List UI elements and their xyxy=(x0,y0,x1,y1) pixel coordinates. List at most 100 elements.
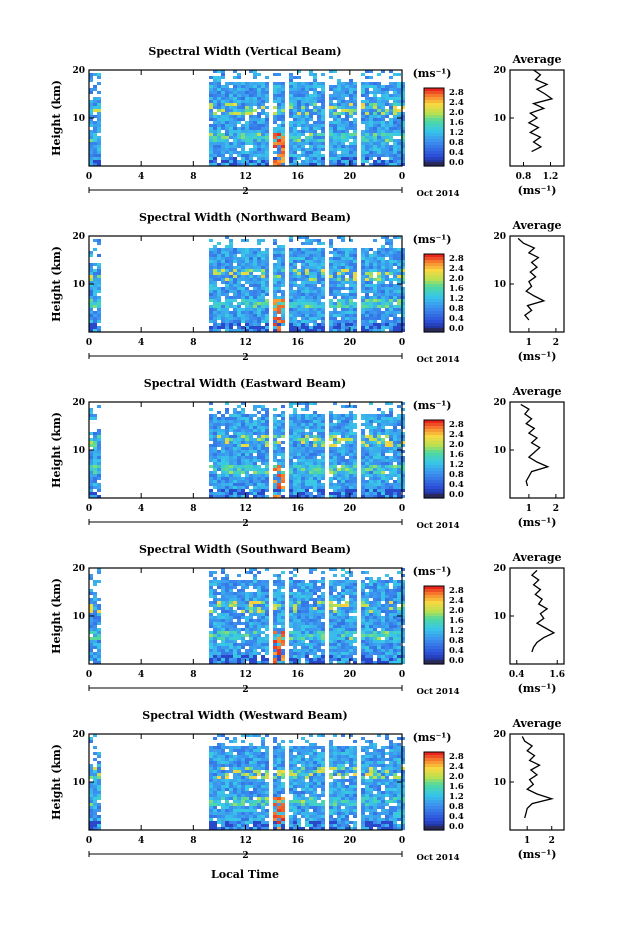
colorbar-tick-label: 2.8 xyxy=(449,254,464,264)
colorbar xyxy=(424,88,444,167)
date-label: Oct 2014 xyxy=(416,687,459,697)
average-title: Average xyxy=(511,717,561,730)
avg-x-tick-label: 2 xyxy=(553,338,559,348)
y-axis-label: Height (km) xyxy=(50,80,63,156)
x-tick-label: 0 xyxy=(399,172,405,182)
colorbar-tick-label: 1.2 xyxy=(449,460,464,470)
y-tick-label: 20 xyxy=(72,730,85,740)
colorbar-tick-label: 2.8 xyxy=(449,420,464,430)
colorbar-tick-label: 2.0 xyxy=(449,274,464,284)
panel-3: Spectral Width (Eastward Beam)Height (km… xyxy=(50,377,564,531)
heatmap-cells xyxy=(89,568,405,664)
heatmap-cells xyxy=(89,236,405,332)
x-tick-label: 0 xyxy=(399,836,405,846)
y-tick-label: 20 xyxy=(72,232,85,242)
average-title: Average xyxy=(511,385,561,398)
day-marker: 2 xyxy=(242,187,248,197)
average-frame xyxy=(510,734,564,830)
colorbar-unit: (ms⁻¹) xyxy=(413,731,452,744)
avg-x-label: (ms⁻¹) xyxy=(518,184,557,197)
x-tick-label: 8 xyxy=(190,172,196,182)
x-tick-label: 20 xyxy=(344,670,357,680)
colorbar-tick-label: 2.8 xyxy=(449,88,464,98)
avg-x-tick-label: 2 xyxy=(553,504,559,514)
average-profile-line xyxy=(529,70,552,152)
x-tick-label: 4 xyxy=(138,670,144,680)
date-label: Oct 2014 xyxy=(416,853,459,863)
x-tick-label: 0 xyxy=(86,670,92,680)
panel-5: Spectral Width (Westward Beam) Height (km… xyxy=(50,709,564,863)
y-axis-label: Height (km) xyxy=(50,744,63,820)
colorbar-tick-label: 2.4 xyxy=(449,596,464,606)
x-tick-label: 20 xyxy=(344,172,357,182)
x-tick-label: 12 xyxy=(239,670,252,680)
colorbar-tick-label: 2.0 xyxy=(449,108,464,118)
x-tick-label: 0 xyxy=(399,338,405,348)
x-tick-label: 0 xyxy=(86,504,92,514)
average-frame xyxy=(510,236,564,332)
avg-x-label: (ms⁻¹) xyxy=(518,682,557,695)
x-tick-label: 8 xyxy=(190,670,196,680)
avg-y-tick-label: 20 xyxy=(493,730,506,740)
panel-title: Spectral Width (Eastward Beam) xyxy=(144,377,346,390)
y-tick-label: 10 xyxy=(72,280,85,290)
x-tick-label: 8 xyxy=(190,836,196,846)
colorbar-tick-label: 0.0 xyxy=(449,490,464,500)
colorbar-tick-label: 0.4 xyxy=(449,480,464,490)
x-tick-label: 16 xyxy=(291,836,304,846)
colorbar-tick-label: 1.6 xyxy=(449,284,464,294)
day-marker: 2 xyxy=(242,519,248,529)
avg-x-label: (ms⁻¹) xyxy=(518,350,557,363)
y-axis-label: Height (km) xyxy=(50,246,63,322)
avg-x-tick-label: 2 xyxy=(549,836,555,846)
x-tick-label: 8 xyxy=(190,504,196,514)
panel-title: Spectral Width (Southward Beam) xyxy=(139,543,351,556)
day-marker: 2 xyxy=(242,685,248,695)
average-profile-line xyxy=(532,570,554,652)
x-tick-label: 20 xyxy=(344,338,357,348)
panel-title: Spectral Width (Northward Beam) xyxy=(139,211,351,224)
x-tick-label: 12 xyxy=(239,338,252,348)
x-tick-label: 4 xyxy=(138,338,144,348)
avg-x-tick-label: 0.4 xyxy=(509,670,525,680)
colorbar-tick-label: 0.4 xyxy=(449,812,464,822)
colorbar-unit: (ms⁻¹) xyxy=(413,233,452,246)
avg-x-tick-label: 1.6 xyxy=(549,670,565,680)
avg-y-tick-label: 20 xyxy=(493,66,506,76)
colorbar-tick-label: 2.4 xyxy=(449,762,464,772)
avg-x-label: (ms⁻¹) xyxy=(518,516,557,529)
avg-x-tick-label: 0.8 xyxy=(516,172,532,182)
average-profile-line xyxy=(518,238,544,320)
x-tick-label: 12 xyxy=(239,836,252,846)
colorbar-tick-label: 0.8 xyxy=(449,304,464,314)
avg-y-tick-label: 10 xyxy=(493,114,506,124)
colorbar-tick-label: 1.2 xyxy=(449,626,464,636)
avg-x-tick-label: 1 xyxy=(524,836,530,846)
y-tick-label: 10 xyxy=(72,446,85,456)
x-tick-label: 16 xyxy=(291,172,304,182)
heatmap-cells xyxy=(89,734,405,830)
x-tick-label: 4 xyxy=(138,836,144,846)
y-tick-label: 10 xyxy=(72,114,85,124)
colorbar-tick-label: 2.8 xyxy=(449,586,464,596)
colorbar xyxy=(424,586,444,665)
colorbar-tick-label: 1.6 xyxy=(449,616,464,626)
panel-4: Spectral Width (Southward Beam)Height (k… xyxy=(50,543,565,697)
y-tick-label: 20 xyxy=(72,564,85,574)
colorbar-tick-label: 1.6 xyxy=(449,450,464,460)
panel-title: Spectral Width (Westward Beam) xyxy=(142,709,347,722)
colorbar-tick-label: 1.6 xyxy=(449,118,464,128)
x-tick-label: 8 xyxy=(190,338,196,348)
day-marker: 2 xyxy=(242,851,248,861)
x-axis-label: Local Time xyxy=(211,868,279,881)
colorbar-tick-label: 2.0 xyxy=(449,772,464,782)
colorbar-tick-label: 0.8 xyxy=(449,802,464,812)
x-tick-label: 0 xyxy=(399,504,405,514)
x-tick-label: 16 xyxy=(291,670,304,680)
average-profile-line xyxy=(521,404,548,486)
colorbar-tick-label: 0.4 xyxy=(449,646,464,656)
colorbar-tick-label: 1.2 xyxy=(449,128,464,138)
average-title: Average xyxy=(511,53,561,66)
colorbar-tick-label: 0.4 xyxy=(449,148,464,158)
avg-x-tick-label: 1.2 xyxy=(543,172,559,182)
